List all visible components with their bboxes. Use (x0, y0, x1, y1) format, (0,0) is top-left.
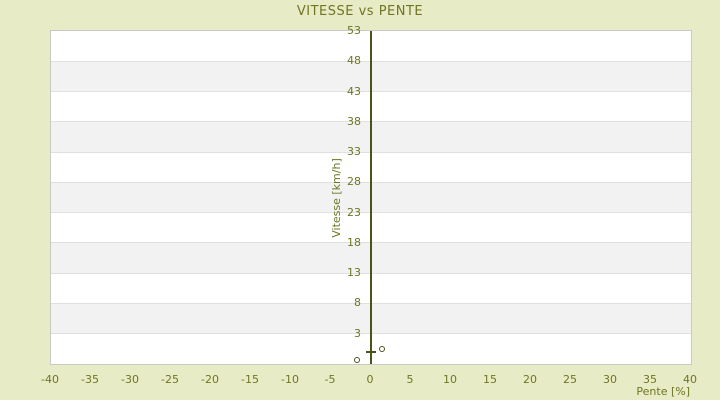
x-tick-label: 15 (483, 373, 497, 386)
x-tick-label: -40 (41, 373, 59, 386)
x-tick-label: 20 (523, 373, 537, 386)
x-tick-label: -30 (121, 373, 139, 386)
y-axis-title: Vitesse [km/h] (330, 158, 343, 238)
y-tick-label: 28 (347, 175, 361, 189)
y-tick-label: 43 (347, 84, 361, 98)
y-tick-label: 53 (347, 24, 361, 37)
x-tick-label: 40 (683, 373, 697, 386)
x-tick-label: -25 (161, 373, 179, 386)
x-tick-label: -35 (81, 373, 99, 386)
y-tick-label: 48 (347, 54, 361, 68)
y-tick-label: 3 (354, 326, 361, 340)
plot-area: 53 48 43 38 33 28 23 18 13 8 3 (50, 25, 692, 365)
y-tick-label: 18 (347, 235, 361, 249)
chart-title: VITESSE vs PENTE (296, 4, 424, 19)
x-tick-label: 35 (643, 373, 657, 386)
y-tick-label: 33 (347, 145, 361, 159)
x-axis-title: Pente [%] (636, 385, 690, 398)
x-tick-label: 25 (563, 373, 577, 386)
x-tick-label: 30 (603, 373, 617, 386)
x-tick-label: -20 (201, 373, 219, 386)
y-tick-label: 23 (347, 205, 361, 219)
y-tick-label: 13 (347, 266, 361, 280)
y-tick-label: 38 (347, 114, 361, 128)
x-tick-label: -5 (324, 373, 336, 386)
x-tick-label: 0 (366, 373, 374, 386)
y-axis-line (370, 31, 372, 364)
data-point-dash (366, 350, 376, 353)
x-tick-label: 10 (443, 373, 457, 386)
x-tick-label: -15 (241, 373, 259, 386)
x-tick-label: 5 (406, 373, 414, 386)
data-point-circle (354, 357, 361, 364)
data-point-circle (379, 346, 386, 353)
x-tick-label: -10 (281, 373, 299, 386)
y-tick-label: 8 (354, 296, 361, 310)
